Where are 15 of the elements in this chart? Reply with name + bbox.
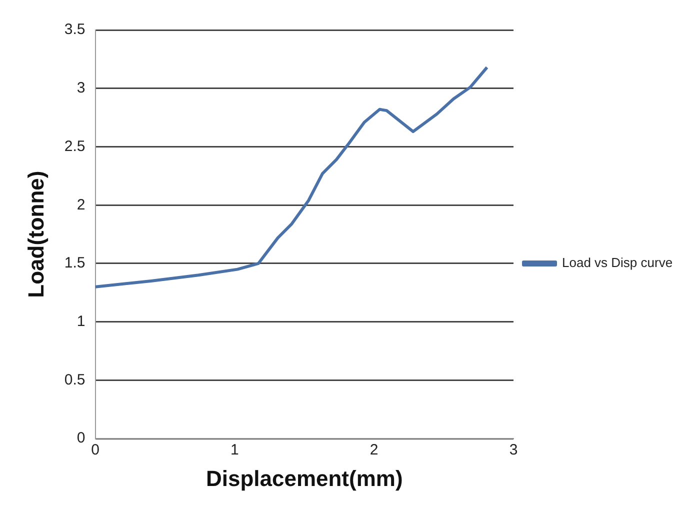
x-tick-label: 3 bbox=[509, 442, 518, 459]
y-tick-label: 3.5 bbox=[64, 21, 86, 38]
y-tick-label: 1 bbox=[76, 313, 86, 330]
y-tick-label: 3 bbox=[76, 80, 86, 97]
y-tick-label: 2.5 bbox=[64, 138, 86, 155]
x-axis-title: Displacement(mm) bbox=[206, 466, 403, 491]
x-tick-label: 0 bbox=[91, 442, 100, 459]
y-tick-label: 1.5 bbox=[64, 254, 86, 272]
y-tick-label: 0.5 bbox=[64, 371, 86, 388]
y-axis-title: Load(tonne) bbox=[23, 170, 48, 298]
y-tick-label: 2 bbox=[76, 196, 86, 214]
y-tick-label: 0 bbox=[76, 430, 86, 447]
x-tick-label: 1 bbox=[230, 442, 239, 459]
x-tick-label: 2 bbox=[370, 442, 378, 459]
legend-label: Load vs Disp curve bbox=[562, 255, 673, 270]
